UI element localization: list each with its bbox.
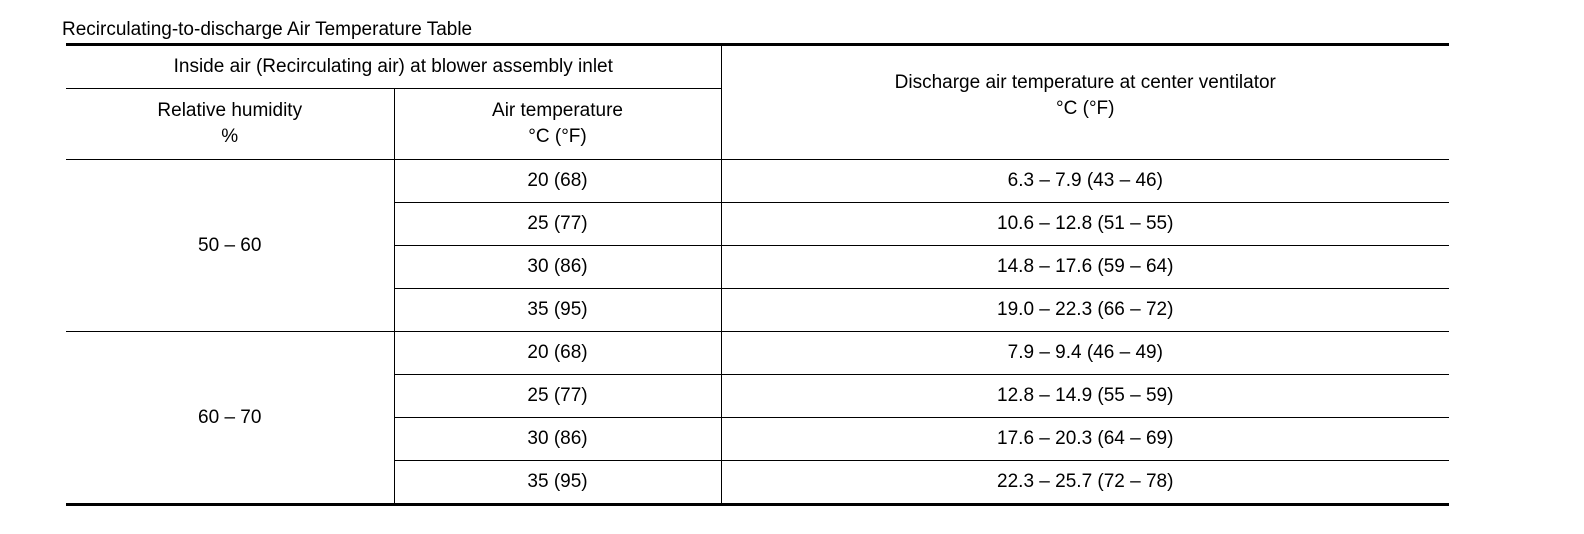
air-temp-cell: 20 (68) (394, 331, 722, 375)
table-row: 30 (86) 14.8 – 17.6 (59 – 64) (66, 245, 1450, 289)
humidity-cell: 50 – 60 (66, 159, 395, 332)
air-temp-cell: 30 (86) (394, 417, 722, 461)
table-row: 35 (95) 22.3 – 25.7 (72 – 78) (66, 460, 1450, 506)
header-humidity: Relative humidity % (66, 88, 395, 160)
discharge-cell: 12.8 – 14.9 (55 – 59) (721, 374, 1450, 418)
header-discharge: Discharge air temperature at center vent… (721, 43, 1450, 160)
table-caption: Recirculating-to-discharge Air Temperatu… (62, 19, 473, 40)
air-temp-cell: 25 (77) (394, 374, 722, 418)
header-discharge-label: Discharge air temperature at center vent… (894, 71, 1276, 93)
air-temp-cell: 25 (77) (394, 202, 722, 246)
discharge-cell: 22.3 – 25.7 (72 – 78) (721, 460, 1450, 506)
humidity-cell: 60 – 70 (66, 331, 395, 506)
discharge-cell: 14.8 – 17.6 (59 – 64) (721, 245, 1450, 289)
header-air-temp: Air temperature °C (°F) (394, 88, 722, 160)
table-row: 25 (77) 10.6 – 12.8 (51 – 55) (66, 202, 1450, 246)
table-row: 35 (95) 19.0 – 22.3 (66 – 72) (66, 288, 1450, 332)
discharge-cell: 17.6 – 20.3 (64 – 69) (721, 417, 1450, 461)
header-row-2: Relative humidity % Air temperature °C (… (66, 88, 1449, 160)
discharge-cell: 7.9 – 9.4 (46 – 49) (721, 331, 1450, 375)
discharge-cell: 10.6 – 12.8 (51 – 55) (721, 202, 1450, 246)
air-temp-cell: 35 (95) (394, 288, 722, 332)
table-row: 60 – 70 20 (68) 7.9 – 9.4 (46 – 49) (66, 331, 1450, 506)
header-row-1: Inside air (Recirculating air) at blower… (66, 43, 1450, 160)
header-humidity-unit: % (221, 126, 239, 147)
discharge-cell: 19.0 – 22.3 (66 – 72) (721, 288, 1450, 332)
header-humidity-label: Relative humidity (157, 100, 303, 121)
air-temp-cell: 20 (68) (394, 159, 722, 203)
table-row: 25 (77) 12.8 – 14.9 (55 – 59) (66, 374, 1450, 418)
discharge-cell: 6.3 – 7.9 (43 – 46) (721, 159, 1450, 203)
table-row: 30 (86) 17.6 – 20.3 (64 – 69) (66, 417, 1450, 461)
header-air-temp-label: Air temperature (492, 100, 623, 121)
air-temp-cell: 35 (95) (394, 460, 722, 506)
air-temperature-table: Inside air (Recirculating air) at blower… (66, 43, 1450, 506)
table-row: 50 – 60 20 (68) 6.3 – 7.9 (43 – 46) (66, 159, 1450, 332)
header-air-temp-unit: °C (°F) (528, 126, 587, 147)
air-temp-cell: 30 (86) (394, 245, 722, 289)
header-discharge-unit: °C (°F) (1056, 97, 1115, 119)
header-inlet-group: Inside air (Recirculating air) at blower… (66, 43, 722, 89)
